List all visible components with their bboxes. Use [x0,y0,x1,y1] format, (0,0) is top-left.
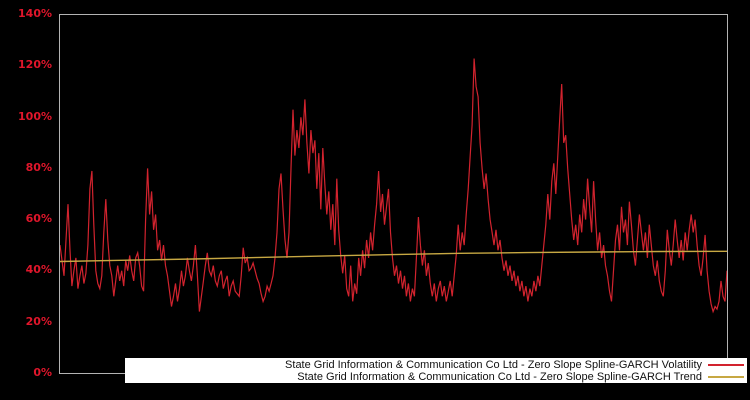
y-axis: 0% 20% 40% 60% 80% 100% 120% 140% [0,0,52,400]
legend-item-volatility: State Grid Information & Communication C… [125,359,747,371]
legend-label-volatility: State Grid Information & Communication C… [285,358,702,371]
y-tick-label: 140% [18,7,52,20]
y-tick-label: 120% [18,58,52,72]
legend-item-trend: State Grid Information & Communication C… [125,371,747,383]
legend: State Grid Information & Communication C… [125,358,747,383]
y-tick-label: 100% [18,109,52,123]
volatility-chart [60,58,727,314]
plot-area: State Grid Information & Communication C… [59,14,747,383]
volatility-series-line [60,58,727,314]
legend-label-trend: State Grid Information & Communication C… [297,370,702,383]
y-tick-label: 60% [25,212,52,226]
y-tick-label: 20% [25,314,52,328]
y-tick-label: 0% [33,366,52,379]
volatility-line-sample-icon [708,363,744,366]
trend-series-line [60,250,727,263]
y-tick-label: 40% [25,263,52,277]
y-tick-label: 80% [25,160,52,174]
trend-line-sample-icon [708,375,744,378]
